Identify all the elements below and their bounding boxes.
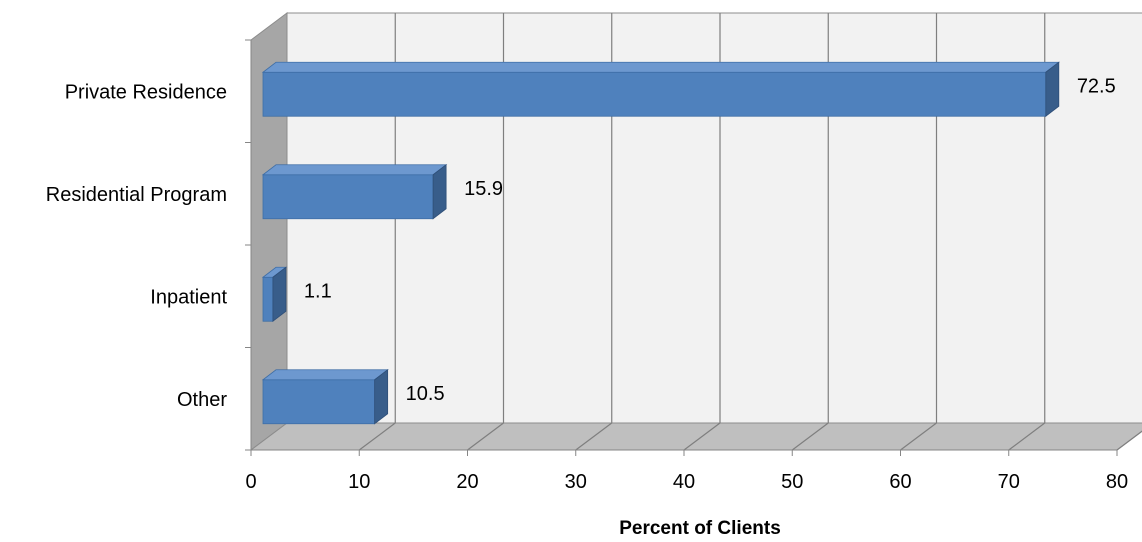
bars: [261, 61, 1060, 425]
bar-side: [432, 163, 447, 220]
axes: [245, 39, 1118, 456]
x-tick-label: 80: [1106, 471, 1128, 493]
x-tick-label: 60: [889, 471, 911, 493]
x-tick-label: 0: [245, 471, 256, 493]
gridline-floor: [791, 422, 829, 451]
bar-top: [261, 164, 448, 176]
bar-side: [272, 266, 287, 323]
data-label: 15.9: [464, 178, 503, 200]
bar-front: [262, 276, 274, 322]
bar-side: [374, 368, 389, 425]
gridline-floor: [900, 422, 937, 451]
x-tick-labels: 0 10 20 30 40 50 60 70 80: [245, 471, 1128, 493]
category-label: Inpatient: [150, 286, 227, 308]
bar-top: [261, 61, 1060, 73]
category-labels: Private Residence Residential Program Inpa…: [46, 81, 228, 411]
gridline-floor: [1008, 422, 1046, 451]
x-tick-label: 30: [565, 471, 587, 493]
data-label: 1.1: [304, 280, 332, 302]
bar-top: [261, 369, 389, 381]
category-label: Other: [177, 389, 227, 411]
x-tick-label: 70: [998, 471, 1020, 493]
data-labels: 72.5 15.9 1.1 10.5: [304, 75, 1116, 405]
category-label: Private Residence: [65, 81, 227, 103]
gridline-floor: [358, 422, 396, 451]
data-label: 72.5: [1077, 75, 1116, 97]
gridline-floor: [683, 422, 721, 451]
x-tick-label: 10: [348, 471, 370, 493]
data-label: 10.5: [406, 383, 445, 405]
bar-front: [262, 174, 434, 220]
gridline-floor: [1116, 430, 1142, 451]
category-label: Residential Program: [46, 184, 227, 206]
bar-front: [262, 379, 376, 425]
bar-front: [262, 71, 1047, 117]
gridline-floor: [467, 422, 504, 451]
x-tick-label: 20: [456, 471, 478, 493]
x-axis-title: Percent of Clients: [619, 518, 781, 539]
x-tick-label: 50: [781, 471, 803, 493]
bar-side: [1045, 61, 1060, 118]
gridline-floor: [575, 422, 613, 451]
chart-floor: [249, 422, 1142, 451]
x-tick-label: 40: [673, 471, 695, 493]
